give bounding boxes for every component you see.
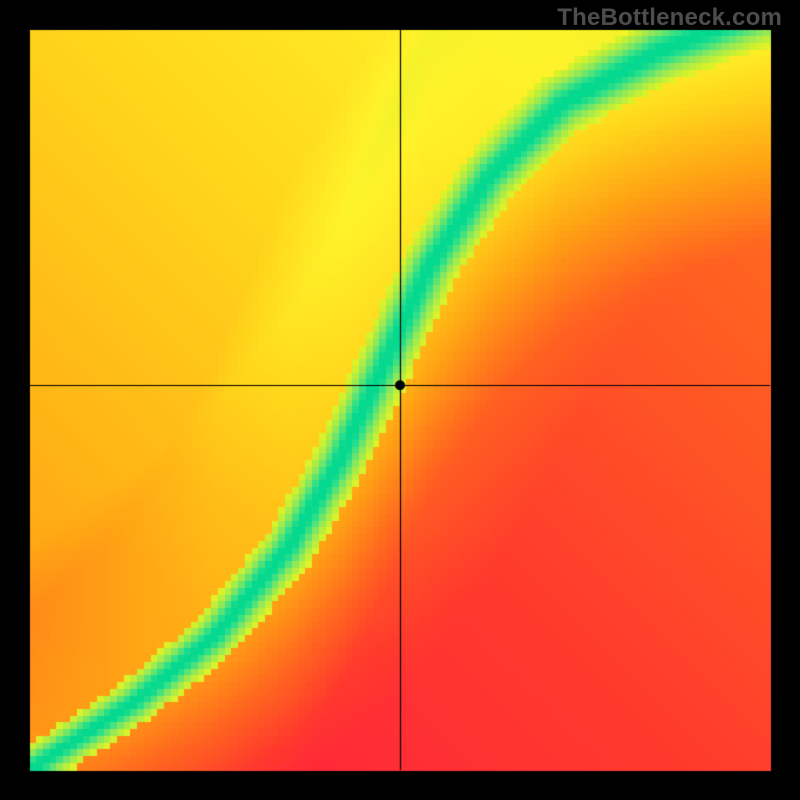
bottleneck-heatmap-canvas: [0, 0, 800, 800]
chart-container: TheBottleneck.com: [0, 0, 800, 800]
watermark-text: TheBottleneck.com: [557, 4, 782, 32]
